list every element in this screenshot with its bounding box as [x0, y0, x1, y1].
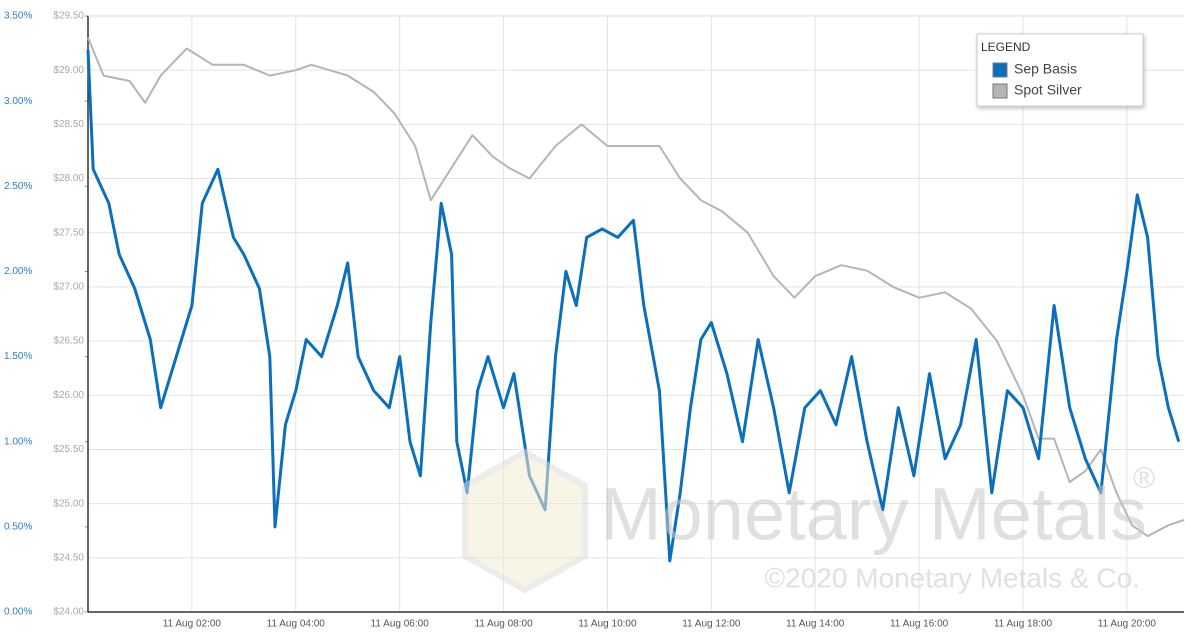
- y2-tick-label: $27.00: [53, 282, 84, 293]
- legend-swatch: [992, 83, 1008, 99]
- x-tick-label: 11 Aug 02:00: [163, 619, 222, 630]
- watermark-registered: ®: [1133, 462, 1155, 495]
- x-tick-label: 11 Aug 16:00: [890, 619, 949, 630]
- legend: LEGEND Sep Basis Spot Silver: [976, 33, 1144, 107]
- x-tick-label: 11 Aug 04:00: [267, 619, 326, 630]
- series-line: [86, 50, 1181, 563]
- y2-tick-label: $26.50: [53, 336, 84, 347]
- y2-tick-label: $28.00: [53, 173, 84, 184]
- x-tick-label: 11 Aug 08:00: [474, 619, 533, 630]
- legend-swatch: [992, 62, 1008, 78]
- y-tick-label: 0.00%: [4, 607, 32, 618]
- y-tick-label: 3.50%: [4, 11, 32, 22]
- y-tick-label: 0.50%: [4, 521, 32, 532]
- watermark-copyright: ©2020 Monetary Metals & Co.: [765, 562, 1140, 593]
- y2-tick-label: $24.00: [53, 607, 84, 618]
- y-tick-label: 3.00%: [4, 96, 32, 107]
- y-tick-label: 2.00%: [4, 266, 32, 277]
- legend-label: Spot Silver: [1014, 82, 1082, 98]
- y2-tick-label: $28.50: [53, 119, 84, 130]
- y2-tick-label: $29.00: [53, 65, 84, 76]
- y-tick-label: 1.50%: [4, 351, 32, 362]
- x-tick-label: 11 Aug 18:00: [994, 619, 1053, 630]
- y2-tick-label: $25.50: [53, 444, 84, 455]
- x-tick-label: 11 Aug 06:00: [371, 619, 430, 630]
- y2-tick-label: $24.50: [53, 552, 84, 563]
- legend-label: Sep Basis: [1014, 61, 1077, 77]
- x-tick-label: 11 Aug 14:00: [786, 619, 845, 630]
- x-tick-label: 11 Aug 12:00: [682, 619, 741, 630]
- y2-tick-label: $29.50: [53, 11, 84, 22]
- watermark: Monetary Metals ® ©2020 Monetary Metals …: [462, 448, 1155, 594]
- watermark-text: Monetary Metals: [600, 473, 1147, 556]
- y2-tick-label: $26.00: [53, 390, 84, 401]
- x-tick-label: 11 Aug 10:00: [578, 619, 637, 630]
- y-tick-label: 2.50%: [4, 181, 32, 192]
- y2-tick-label: $27.50: [53, 227, 84, 238]
- watermark-logo: [462, 448, 588, 594]
- y-tick-label: 1.00%: [4, 436, 32, 447]
- y2-tick-label: $25.00: [53, 498, 84, 509]
- x-tick-label: 11 Aug 20:00: [1098, 619, 1157, 630]
- legend-title: LEGEND: [981, 40, 1031, 54]
- series-line: [87, 37, 1185, 538]
